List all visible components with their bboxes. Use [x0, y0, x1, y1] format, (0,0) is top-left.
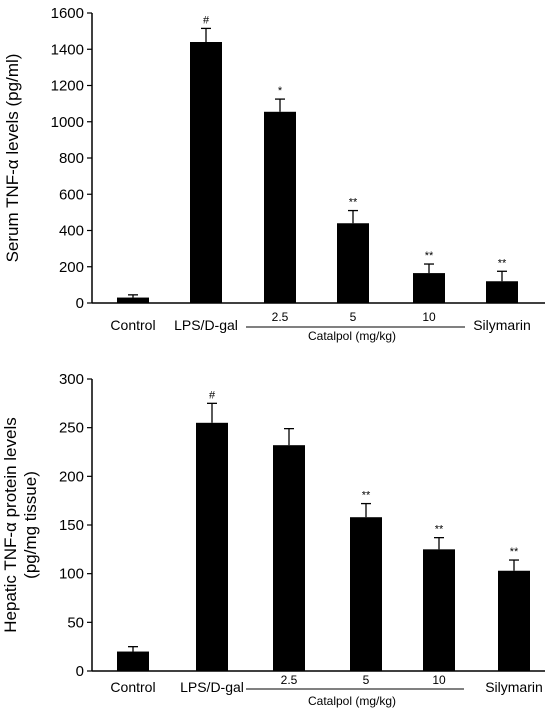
significance-marker: # [209, 389, 216, 401]
bar [196, 422, 228, 671]
y-tick-label: 200 [59, 468, 84, 485]
hepatic-tnf-chart: 0 50 100 150 200 250 300 Control # LPS/D-gal 2.5 **… [1, 371, 545, 708]
y-axis-label-line: Serum TNF-α levels (pg/ml) [3, 54, 22, 263]
x-category-label: LPS/D-gal [174, 317, 238, 333]
bar [350, 517, 382, 671]
y-tick-label: 100 [59, 566, 84, 583]
x-category-label: 2.5 [272, 310, 289, 324]
bar [413, 273, 445, 303]
y-tick-label: 50 [67, 614, 84, 631]
x-category-label: Control [110, 317, 155, 333]
bar [264, 111, 296, 303]
bar [498, 570, 530, 671]
bar [273, 445, 305, 671]
group-label: Catalpol (mg/kg) [308, 694, 396, 708]
significance-marker: * [278, 85, 283, 97]
significance-marker: ** [425, 250, 434, 262]
bar [190, 42, 222, 303]
y-tick-label: 1400 [51, 41, 84, 58]
y-tick-label: 0 [76, 663, 84, 680]
y-tick-label: 150 [59, 517, 84, 534]
bar [337, 223, 369, 303]
x-category-label: Silymarin [485, 679, 543, 695]
bar [117, 297, 149, 303]
significance-marker: ** [435, 524, 444, 536]
x-category-label: 10 [422, 310, 436, 324]
y-tick-label: 400 [59, 223, 84, 240]
group-label: Catalpol (mg/kg) [308, 329, 396, 343]
x-category-label: 5 [350, 310, 357, 324]
y-tick-label: 1200 [51, 78, 84, 95]
y-tick-label: 600 [59, 186, 84, 203]
bar [117, 651, 149, 671]
y-axis-label-line: Hepatic TNF-α protein levels [1, 417, 20, 632]
x-category-label: Silymarin [473, 317, 531, 333]
y-tick-label: 300 [59, 371, 84, 388]
y-tick-label: 800 [59, 150, 84, 167]
x-category-label: Control [110, 679, 155, 695]
serum-tnf-chart: 0 200 400 600 800 1000 1200 1400 1600 Control # LPS… [3, 5, 545, 343]
x-category-label: 10 [432, 673, 446, 687]
y-tick-label: 250 [59, 420, 84, 437]
y-axis-label-line: (pg/mg tissue) [21, 471, 40, 579]
x-category-label: LPS/D-gal [180, 679, 244, 695]
y-tick-label: 1000 [51, 114, 84, 131]
y-tick-label: 200 [59, 259, 84, 276]
significance-marker: ** [510, 546, 519, 558]
y-tick-label: 1600 [51, 5, 84, 22]
x-category-label: 2.5 [281, 673, 298, 687]
bar [486, 281, 518, 303]
significance-marker: # [203, 14, 210, 26]
y-tick-label: 0 [76, 295, 84, 312]
bar [423, 549, 455, 671]
significance-marker: ** [362, 490, 371, 502]
y-axis-label: Hepatic TNF-α protein levels(pg/mg tissu… [1, 417, 40, 632]
x-category-label: 5 [363, 673, 370, 687]
significance-marker: ** [349, 197, 358, 209]
y-axis-label: Serum TNF-α levels (pg/ml) [3, 54, 22, 263]
significance-marker: ** [498, 257, 507, 269]
